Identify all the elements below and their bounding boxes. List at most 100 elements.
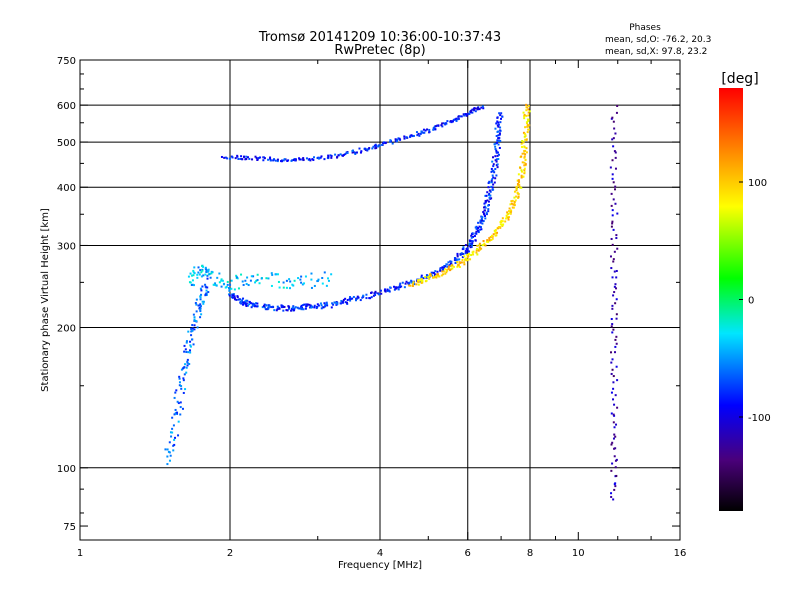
scatter-point xyxy=(612,181,615,184)
scatter-point xyxy=(481,219,484,222)
scatter-point xyxy=(325,302,328,305)
scatter-point xyxy=(179,406,182,409)
scatter-point xyxy=(500,112,503,115)
scatter-point xyxy=(610,361,613,364)
scatter-point xyxy=(527,104,530,107)
scatter-point xyxy=(469,258,472,261)
scatter-point xyxy=(481,222,484,225)
scatter-point xyxy=(611,222,614,225)
scatter-point xyxy=(178,377,181,380)
scatter-point xyxy=(173,396,176,399)
scatter-point xyxy=(373,292,376,295)
scatter-point xyxy=(525,114,528,117)
scatter-point xyxy=(240,155,243,158)
scatter-point xyxy=(182,377,185,380)
scatter-point xyxy=(374,290,377,293)
scatter-point xyxy=(477,221,480,224)
scatter-point xyxy=(198,304,201,307)
scatter-point xyxy=(191,324,194,327)
scatter-point xyxy=(527,111,530,114)
scatter-point xyxy=(350,297,353,300)
scatter-point xyxy=(498,112,501,115)
scatter-point xyxy=(199,269,202,272)
scatter-point xyxy=(420,281,423,284)
scatter-point xyxy=(520,174,523,177)
scatter-point xyxy=(458,261,461,264)
scatter-point xyxy=(482,107,485,110)
scatter-point xyxy=(483,213,486,216)
scatter-point xyxy=(245,299,248,302)
scatter-point xyxy=(493,181,496,184)
scatter-point xyxy=(488,192,491,195)
scatter-point xyxy=(174,408,177,411)
scatter-point xyxy=(202,265,205,268)
scatter-point xyxy=(248,157,251,160)
scatter-point xyxy=(425,279,428,282)
scatter-point xyxy=(288,278,291,281)
scatter-point xyxy=(207,268,210,271)
scatter-point xyxy=(215,284,218,287)
scatter-point xyxy=(260,277,263,280)
scatter-point xyxy=(204,266,207,269)
scatter-point xyxy=(463,255,466,258)
scatter-point xyxy=(169,454,172,457)
scatter-point xyxy=(189,340,192,343)
scatter-point xyxy=(491,188,494,191)
scatter-point xyxy=(612,120,615,123)
scatter-point xyxy=(524,134,527,137)
scatter-point xyxy=(484,194,487,197)
scatter-point xyxy=(186,361,189,364)
scatter-point xyxy=(301,283,304,286)
scatter-point xyxy=(233,297,236,300)
scatter-point xyxy=(616,247,619,250)
scatter-point xyxy=(178,384,181,387)
scatter-point xyxy=(345,301,348,304)
scatter-point xyxy=(420,277,423,280)
scatter-point xyxy=(270,306,273,309)
scatter-point xyxy=(522,175,525,178)
scatter-point xyxy=(330,156,333,159)
scatter-point xyxy=(498,146,501,149)
scatter-point xyxy=(611,173,614,176)
scatter-point xyxy=(345,151,348,154)
scatter-point xyxy=(310,272,313,275)
scatter-point xyxy=(522,141,525,144)
scatter-point xyxy=(484,206,487,209)
scatter-point xyxy=(611,214,614,217)
scatter-point xyxy=(450,260,453,263)
scatter-point xyxy=(194,319,197,322)
scatter-point xyxy=(188,281,191,284)
scatter-point xyxy=(273,158,276,161)
colorbar-tick-label: 0 xyxy=(748,296,754,307)
scatter-point xyxy=(613,488,616,491)
scatter-point xyxy=(273,309,276,312)
scatter-point xyxy=(297,307,300,310)
scatter-point xyxy=(416,279,419,282)
scatter-point xyxy=(499,139,502,142)
scatter-point xyxy=(187,275,190,278)
scatter-point xyxy=(317,157,320,160)
y-tick-label: 200 xyxy=(57,324,76,335)
scatter-point xyxy=(221,279,224,282)
scatter-point xyxy=(616,379,619,382)
scatter-point xyxy=(461,259,464,262)
scatter-point xyxy=(613,285,616,288)
scatter-point xyxy=(616,104,619,107)
scatter-point xyxy=(405,280,408,283)
scatter-point xyxy=(177,420,180,423)
scatter-point xyxy=(521,145,524,148)
scatter-point xyxy=(281,306,284,309)
scatter-point xyxy=(475,251,478,254)
scatter-point xyxy=(366,149,369,152)
scatter-point xyxy=(173,443,176,446)
scatter-point xyxy=(496,163,499,166)
x-axis-label: Frequency [MHz] xyxy=(338,560,422,571)
scatter-point xyxy=(476,247,479,250)
scatter-point xyxy=(394,140,397,143)
scatter-point xyxy=(189,345,192,348)
scatter-point xyxy=(446,265,449,268)
scatter-point xyxy=(411,135,414,138)
scatter-point xyxy=(517,195,520,198)
scatter-point xyxy=(613,426,616,429)
scatter-point xyxy=(520,155,523,158)
